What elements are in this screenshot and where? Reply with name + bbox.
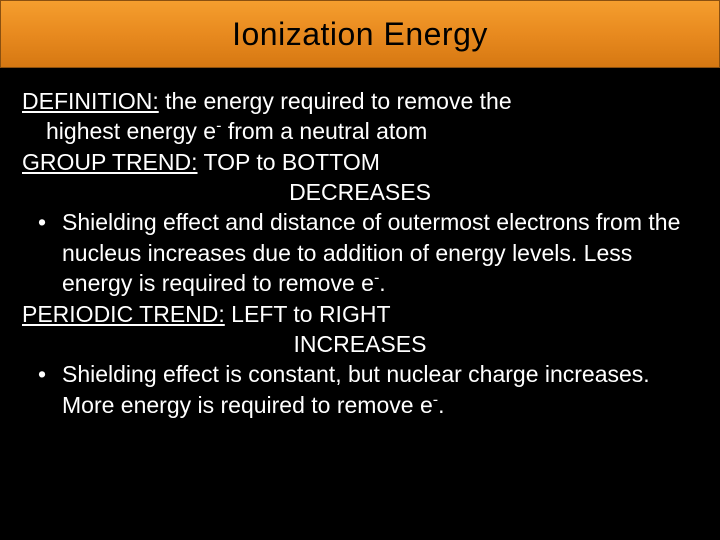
definition-text-1: the energy required to remove the xyxy=(159,88,512,114)
bullet-icon: • xyxy=(22,359,62,420)
slide-title: Ionization Energy xyxy=(232,16,488,53)
slide-body: DEFINITION: the energy required to remov… xyxy=(0,68,720,420)
definition-text-2a: highest energy e xyxy=(46,118,216,144)
group-trend-result: DECREASES xyxy=(22,177,698,207)
group-bullet: • Shielding effect and distance of outer… xyxy=(22,207,698,298)
bullet-icon: • xyxy=(22,207,62,298)
periodic-bullet-text-a: Shielding effect is constant, but nuclea… xyxy=(62,361,650,417)
periodic-trend-result: INCREASES xyxy=(22,329,698,359)
group-bullet-text: Shielding effect and distance of outermo… xyxy=(62,207,698,298)
group-trend-line: GROUP TREND: TOP to BOTTOM xyxy=(22,147,698,177)
periodic-bullet: • Shielding effect is constant, but nucl… xyxy=(22,359,698,420)
periodic-trend-label: PERIODIC TREND: xyxy=(22,301,225,327)
group-bullet-text-a: Shielding effect and distance of outermo… xyxy=(62,209,680,296)
periodic-trend-line: PERIODIC TREND: LEFT to RIGHT xyxy=(22,299,698,329)
definition-text-2b: from a neutral atom xyxy=(221,118,427,144)
definition-label: DEFINITION: xyxy=(22,88,159,114)
group-bullet-text-b: . xyxy=(379,270,385,296)
group-trend-text: TOP to BOTTOM xyxy=(198,149,380,175)
definition-line: DEFINITION: the energy required to remov… xyxy=(22,86,698,116)
title-bar: Ionization Energy xyxy=(0,0,720,68)
definition-line-2: highest energy e- from a neutral atom xyxy=(22,116,698,146)
periodic-trend-text: LEFT to RIGHT xyxy=(225,301,391,327)
periodic-bullet-text: Shielding effect is constant, but nuclea… xyxy=(62,359,698,420)
periodic-bullet-text-b: . xyxy=(438,392,444,418)
group-trend-label: GROUP TREND: xyxy=(22,149,198,175)
